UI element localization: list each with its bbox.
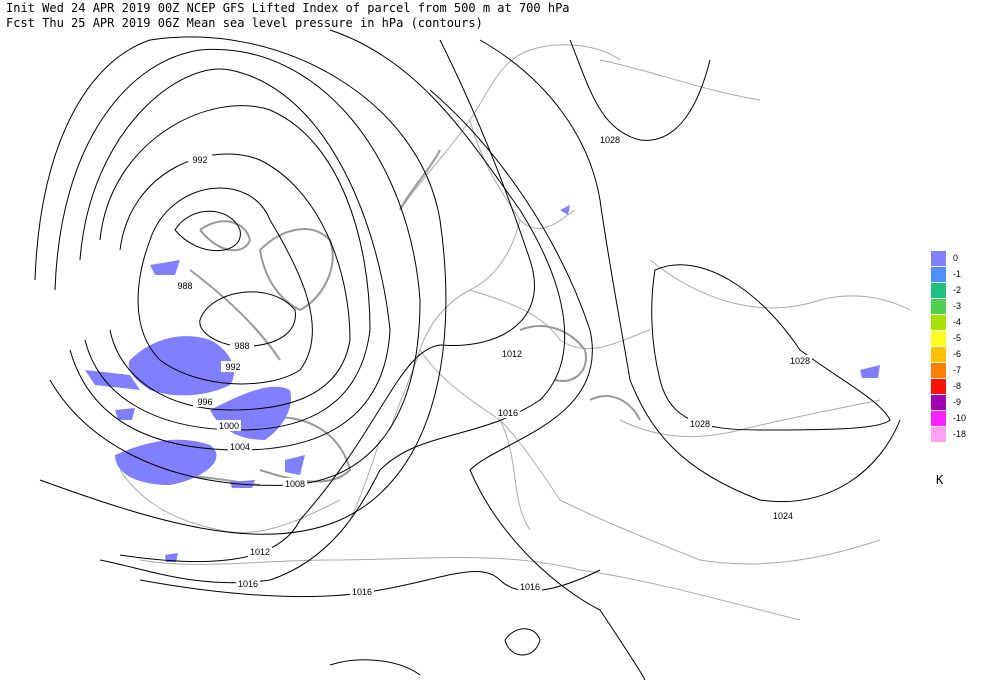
label-bg xyxy=(788,355,812,366)
label-bg xyxy=(598,134,622,145)
contour-label: 996 xyxy=(197,397,212,407)
legend-label: -5 xyxy=(953,333,961,343)
legend-label: -9 xyxy=(953,397,961,407)
contour-label: 1016 xyxy=(238,579,258,589)
legend-swatch xyxy=(931,331,946,346)
legend-label: -1 xyxy=(953,269,961,279)
contour-label: 1000 xyxy=(219,421,239,431)
label-bg xyxy=(248,546,272,557)
contour-label: 1012 xyxy=(250,547,270,557)
legend-label: -7 xyxy=(953,365,961,375)
header-line: Fcst Thu 25 APR 2019 06Z Mean sea level … xyxy=(6,16,483,30)
label-bg xyxy=(221,361,245,372)
header-line: Init Wed 24 APR 2019 00Z NCEP GFS Lifted… xyxy=(6,1,570,15)
contour-label: 1016 xyxy=(520,582,540,592)
label-bg xyxy=(350,586,374,597)
label-bg xyxy=(688,418,712,429)
contour-label: 1024 xyxy=(773,511,793,521)
label-bg xyxy=(518,581,542,592)
contour-label: 992 xyxy=(225,362,240,372)
legend-swatch xyxy=(931,315,946,330)
lifted-index-areas xyxy=(85,205,880,562)
contour-label: 988 xyxy=(177,281,192,291)
contour-label: 1012 xyxy=(502,349,522,359)
label-bg xyxy=(500,348,524,359)
legend-swatch xyxy=(931,395,946,410)
legend-swatch xyxy=(931,283,946,298)
legend-swatch xyxy=(931,427,946,442)
contour-label: 1016 xyxy=(352,587,372,597)
legend-swatch xyxy=(931,267,946,282)
legend-label: 0 xyxy=(953,253,958,263)
label-bg xyxy=(173,280,197,291)
coastlines xyxy=(119,44,911,621)
contour-label: 1008 xyxy=(285,479,305,489)
label-bg xyxy=(230,340,254,351)
legend-swatch xyxy=(931,411,946,426)
legend-label: -10 xyxy=(953,413,966,423)
contour-labels: 992 988 988 992 996 1000 1004 1008 1012 1016 1016 1… xyxy=(173,134,812,597)
legend-label: -2 xyxy=(953,285,961,295)
legend-swatch xyxy=(931,379,946,394)
legend: K 0 -1 -2 -3 -4 -5 -6 -7 -8 -9 -10 -18 xyxy=(931,251,966,487)
contour-label: 988 xyxy=(234,341,249,351)
legend-label: -6 xyxy=(953,349,961,359)
contour-label: 1016 xyxy=(498,408,518,418)
label-bg xyxy=(236,578,260,589)
contour-label: 1028 xyxy=(600,135,620,145)
legend-label: -8 xyxy=(953,381,961,391)
legend-swatch xyxy=(931,347,946,362)
label-bg xyxy=(283,478,307,489)
label-bg xyxy=(771,510,795,521)
legend-swatch xyxy=(931,299,946,314)
contour-label: 1004 xyxy=(230,442,250,452)
legend-swatch xyxy=(931,363,946,378)
legend-label: -18 xyxy=(953,429,966,439)
label-bg xyxy=(188,154,212,165)
label-bg xyxy=(217,420,241,431)
label-bg xyxy=(496,407,520,418)
label-bg xyxy=(193,396,217,407)
contour-label: 1028 xyxy=(690,419,710,429)
contour-label: 1028 xyxy=(790,356,810,366)
legend-label: -3 xyxy=(953,301,961,311)
label-bg xyxy=(228,441,252,452)
legend-unit: K xyxy=(936,473,944,487)
contour-label: 992 xyxy=(192,155,207,165)
legend-label: -4 xyxy=(953,317,961,327)
legend-swatch xyxy=(931,251,946,266)
